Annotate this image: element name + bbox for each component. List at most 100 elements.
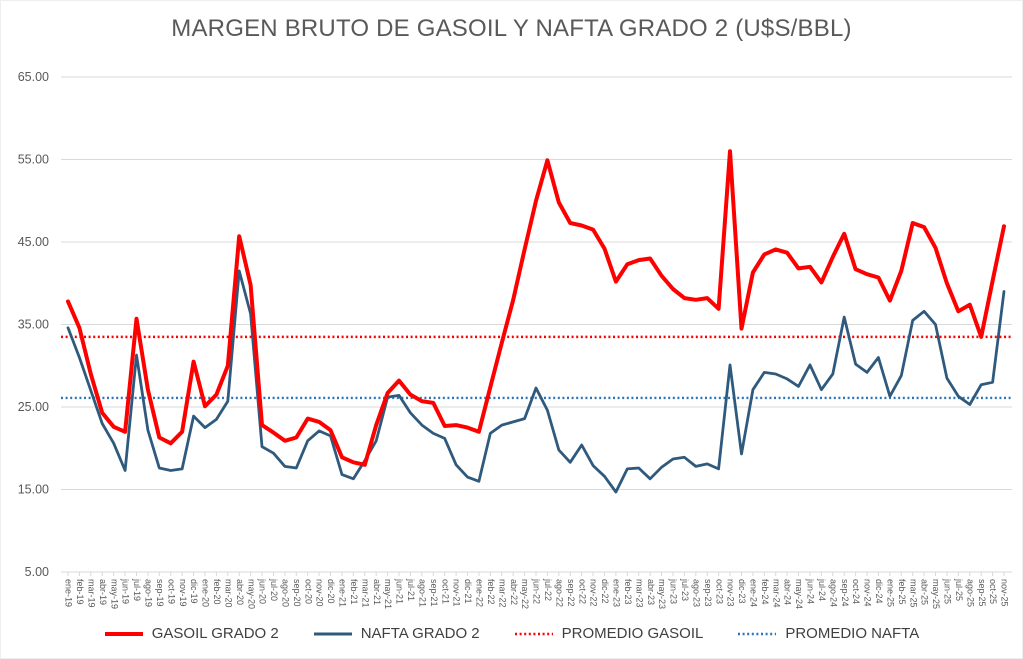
- nafta-grado-2-line: [66, 269, 1006, 494]
- legend-item-promedio-gasoil: PROMEDIO GASOIL: [514, 625, 704, 642]
- x-axis-label: feb-23: [623, 579, 633, 605]
- x-axis-label: nov-20: [315, 579, 325, 607]
- x-axis-label: ene-23: [612, 579, 622, 607]
- x-axis-label: sep-23: [703, 579, 713, 607]
- x-axis-label: jun-24: [806, 578, 816, 604]
- y-axis-label: 45.00: [18, 235, 49, 249]
- x-axis-label: oct-23: [714, 579, 724, 604]
- x-axis-label: mar-19: [86, 579, 96, 608]
- x-axis-label: oct-22: [577, 579, 587, 604]
- x-axis-label: mar-25: [908, 579, 918, 608]
- legend: GASOIL GRADO 2 NAFTA GRADO 2 PROMEDIO GA…: [1, 625, 1022, 642]
- legend-label-gasoil: GASOIL GRADO 2: [151, 625, 279, 642]
- x-axis-label: mar-23: [634, 579, 644, 608]
- x-axis-label: ago-25: [965, 579, 975, 607]
- x-axis-label: nov-25: [1000, 579, 1010, 607]
- x-axis-label: jul-21: [406, 578, 416, 601]
- legend-label-promedio-nafta: PROMEDIO NAFTA: [785, 625, 920, 642]
- x-axis-label: nov-24: [863, 579, 873, 607]
- x-axis-label: mar-21: [360, 579, 370, 608]
- x-axis-label: jun-25: [943, 578, 953, 604]
- x-axis-label: feb-21: [349, 579, 359, 605]
- promedio-nafta-dotted-swatch: [738, 632, 777, 635]
- x-axis-label: abr-23: [646, 579, 656, 605]
- x-axis-label: jun-22: [532, 578, 542, 604]
- x-axis-label: sep-24: [840, 579, 850, 607]
- x-axis-label: jul-23: [680, 578, 690, 601]
- x-axis-label: ago-21: [417, 579, 427, 607]
- x-axis-label: may-23: [657, 579, 667, 609]
- x-axis-label: ago-19: [144, 579, 154, 607]
- x-axis-label: feb-19: [75, 579, 85, 605]
- x-axis-label: nov-22: [589, 579, 599, 607]
- x-axis-label: sep-25: [977, 579, 987, 607]
- x-axis-label: dic-21: [463, 579, 473, 604]
- x-axis-label: sep-19: [155, 579, 165, 607]
- x-axis-label: dic-24: [874, 579, 884, 604]
- x-axis-label: jun-20: [258, 578, 268, 604]
- x-axis-label: feb-22: [486, 579, 496, 605]
- legend-item-promedio-nafta: PROMEDIO NAFTA: [737, 625, 919, 642]
- legend-label-nafta: NAFTA GRADO 2: [360, 625, 480, 642]
- x-axis-label: ene-19: [64, 579, 74, 607]
- x-axis-label: jul-19: [132, 578, 142, 601]
- x-axis-label: ene-25: [885, 579, 895, 607]
- x-axis-label: feb-24: [760, 579, 770, 605]
- x-axis-label: ene-21: [338, 579, 348, 607]
- x-axis-label: oct-21: [440, 579, 450, 604]
- x-axis-label: jul-20: [269, 578, 279, 601]
- x-axis-label: mar-20: [223, 579, 233, 608]
- x-axis-label: may-22: [520, 579, 530, 609]
- x-axis-label: nov-23: [726, 579, 736, 607]
- gasoil-line-swatch: [104, 631, 143, 636]
- x-axis-label: ago-22: [554, 579, 564, 607]
- x-axis-label: sep-20: [292, 579, 302, 607]
- x-axis-label: ene-20: [201, 579, 211, 607]
- chart-title: MARGEN BRUTO DE GASOIL Y NAFTA GRADO 2 (…: [171, 15, 852, 42]
- x-axis-label: nov-21: [452, 579, 462, 607]
- nafta-line-swatch: [313, 632, 352, 635]
- x-axis-label: ago-23: [691, 579, 701, 607]
- x-axis-label: dic-19: [189, 579, 199, 604]
- x-axis-label: jul-24: [817, 578, 827, 601]
- x-axis-label: abr-19: [98, 579, 108, 605]
- legend-label-promedio-gasoil: PROMEDIO GASOIL: [561, 625, 704, 642]
- x-axis-label: nov-19: [178, 579, 188, 607]
- x-axis-label: ene-24: [749, 579, 759, 607]
- x-axis-label: mar-22: [497, 579, 507, 608]
- y-axis-label: 15.00: [18, 483, 49, 497]
- x-axis-label: feb-25: [897, 579, 907, 605]
- x-axis-label: sep-21: [429, 579, 439, 607]
- x-axis-label: oct-25: [988, 579, 998, 604]
- x-axis-label: abr-22: [509, 579, 519, 605]
- x-axis-label: jun-19: [121, 578, 131, 604]
- x-axis-label: feb-20: [212, 579, 222, 605]
- x-axis-label: may-24: [794, 579, 804, 609]
- x-axis-label: abr-25: [920, 579, 930, 605]
- x-axis-label: dic-23: [737, 579, 747, 604]
- x-axis-label: ago-20: [281, 579, 291, 607]
- x-axis-label: ago-24: [828, 579, 838, 607]
- legend-item-nafta: NAFTA GRADO 2: [313, 625, 480, 642]
- y-axis-label: 5.00: [25, 565, 49, 579]
- x-axis-label: may-21: [383, 579, 393, 609]
- x-axis-label: jun-21: [395, 578, 405, 604]
- gasoil-grado-2-line: [66, 149, 1006, 467]
- y-axis-label: 65.00: [18, 70, 49, 84]
- legend-item-gasoil: GASOIL GRADO 2: [104, 625, 279, 642]
- x-axis-label: oct-19: [166, 579, 176, 604]
- x-axis-label: abr-24: [783, 579, 793, 605]
- x-axis-label: dic-22: [600, 579, 610, 604]
- x-axis-label: ene-22: [475, 579, 485, 607]
- x-axis-label: may-20: [246, 579, 256, 609]
- x-axis-label: jul-22: [543, 578, 553, 601]
- x-axis-label: jun-23: [669, 578, 679, 604]
- x-axis-label: abr-20: [235, 579, 245, 605]
- x-axis-label: oct-20: [303, 579, 313, 604]
- y-axis-label: 55.00: [18, 153, 49, 167]
- x-axis-label: sep-22: [566, 579, 576, 607]
- x-axis-label: dic-20: [326, 579, 336, 604]
- x-axis-label: abr-21: [372, 579, 382, 605]
- y-axis-label: 35.00: [18, 318, 49, 332]
